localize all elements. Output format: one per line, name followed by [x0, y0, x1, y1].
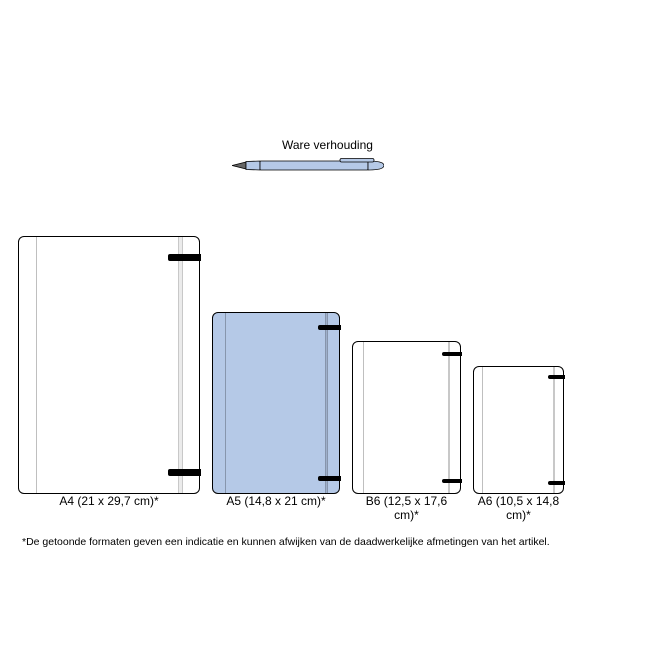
notebook-band-bottom: [168, 469, 200, 477]
notebook-label-a6: A6 (10,5 x 14,8 cm)*: [473, 494, 564, 522]
notebook-label-a4: A4 (21 x 29,7 cm)*: [18, 494, 200, 522]
notebook-band-top: [442, 352, 461, 357]
notebook-labels-row: A4 (21 x 29,7 cm)* A5 (14,8 x 21 cm)* B6 (…: [0, 494, 650, 522]
notebook-a4: [18, 236, 200, 494]
notebook-spine: [474, 367, 483, 493]
notebook-band-bottom: [548, 481, 564, 485]
notebook-band-top: [318, 325, 341, 330]
notebook-label-b6: B6 (12,5 x 17,6 cm)*: [352, 494, 461, 522]
notebook-band-bottom: [318, 476, 341, 481]
footnote-text: *De getoonde formaten geven een indicati…: [22, 536, 628, 548]
notebook-strap: [325, 313, 328, 493]
notebook-b6: [352, 341, 461, 494]
notebook-band-bottom: [442, 479, 461, 484]
notebook-a6: [473, 366, 564, 494]
notebooks-row: [0, 236, 650, 494]
notebook-spine: [213, 313, 226, 493]
pen-icon: [232, 158, 384, 173]
notebook-spine: [19, 237, 37, 493]
notebook-strap: [448, 342, 451, 493]
notebook-label-a5: A5 (14,8 x 21 cm)*: [212, 494, 340, 522]
pen-scale-label: Ware verhouding: [282, 138, 373, 152]
notebook-band-top: [168, 254, 200, 262]
notebook-strap: [553, 367, 555, 493]
size-comparison-diagram: Ware verhouding A4 (21 x 29,7 cm)* A5 (14…: [0, 0, 650, 650]
notebook-spine: [353, 342, 364, 493]
notebook-a5: [212, 312, 340, 494]
notebook-band-top: [548, 375, 564, 379]
notebook-strap: [178, 237, 183, 493]
